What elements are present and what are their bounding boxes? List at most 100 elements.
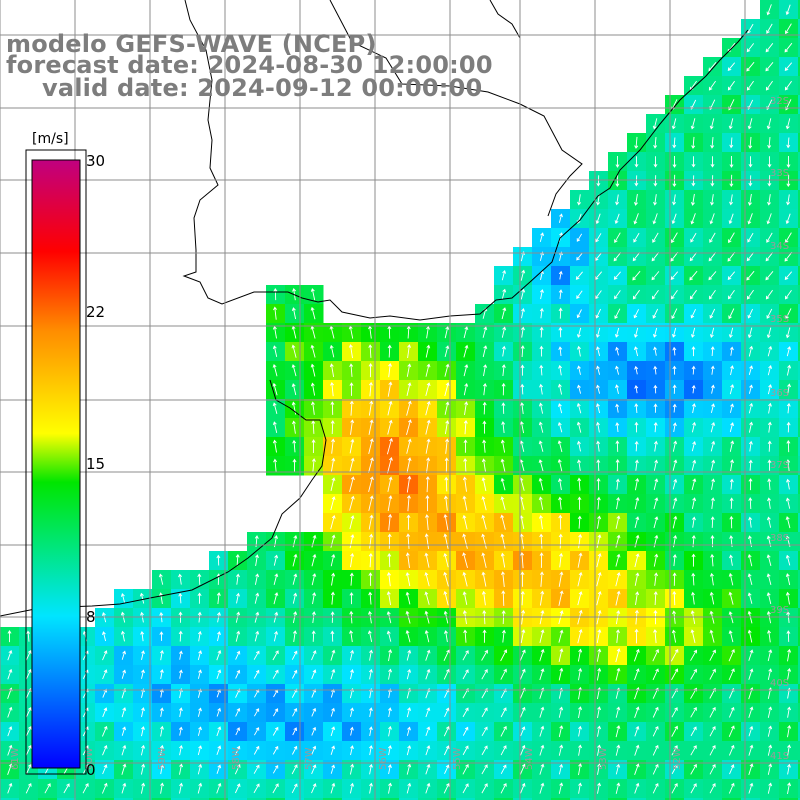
wind-speed-cell bbox=[19, 798, 39, 800]
wind-arrow bbox=[729, 497, 734, 509]
wind-arrow bbox=[254, 727, 260, 736]
wind-arrow bbox=[272, 745, 279, 755]
wind-arrow bbox=[654, 572, 659, 586]
wind-arrow bbox=[444, 476, 449, 492]
wind-arrow bbox=[501, 326, 507, 338]
wind-arrow bbox=[291, 344, 297, 358]
wind-arrow bbox=[500, 745, 507, 756]
wind-arrow bbox=[481, 764, 488, 775]
wind-arrow bbox=[330, 457, 336, 473]
wind-arrow bbox=[519, 649, 526, 661]
wind-arrow bbox=[595, 327, 601, 338]
wind-arrow bbox=[596, 384, 601, 394]
latitude-label: 36S bbox=[770, 388, 789, 399]
wind-arrow bbox=[197, 726, 202, 736]
wind-arrow bbox=[349, 782, 355, 794]
wind-arrow bbox=[558, 251, 563, 261]
wind-arrow bbox=[139, 592, 145, 604]
wind-arrow bbox=[443, 495, 448, 511]
wind-arrow bbox=[596, 440, 601, 452]
wind-arrow bbox=[728, 118, 734, 130]
wind-arrow bbox=[787, 782, 792, 794]
wind-arrow bbox=[671, 745, 678, 756]
wind-arrow bbox=[615, 553, 621, 567]
wind-arrow bbox=[330, 782, 336, 794]
wind-arrow bbox=[558, 289, 563, 299]
wind-arrow bbox=[767, 137, 772, 149]
wind-arrow bbox=[272, 382, 278, 396]
wind-speed-cell bbox=[228, 798, 248, 800]
wind-arrow bbox=[159, 669, 164, 680]
wind-arrow bbox=[330, 668, 336, 680]
wind-arrow bbox=[634, 668, 640, 681]
wind-arrow bbox=[767, 706, 773, 718]
wind-arrow bbox=[444, 707, 450, 717]
wind-arrow bbox=[481, 669, 488, 680]
wind-arrow bbox=[766, 516, 772, 528]
wind-arrow bbox=[784, 251, 793, 262]
wind-arrow bbox=[577, 552, 583, 568]
wind-arrow bbox=[520, 364, 525, 376]
wind-arrow bbox=[730, 365, 734, 376]
wind-arrow bbox=[690, 668, 697, 680]
wind-arrow bbox=[462, 495, 468, 511]
wind-arrow bbox=[730, 459, 735, 471]
wind-arrow bbox=[596, 477, 601, 491]
wind-speed-cell bbox=[589, 798, 609, 800]
wind-arrow bbox=[558, 307, 563, 319]
wind-speed-cell bbox=[798, 285, 800, 305]
wind-arrow bbox=[160, 782, 165, 794]
wind-arrow bbox=[653, 553, 659, 567]
wind-arrow bbox=[653, 478, 659, 491]
wind-arrow bbox=[539, 326, 544, 338]
wind-arrow bbox=[558, 514, 563, 530]
wind-arrow bbox=[425, 763, 431, 775]
wind-arrow bbox=[121, 763, 127, 775]
wind-arrow bbox=[672, 554, 677, 567]
wind-arrow bbox=[538, 477, 544, 491]
wind-arrow bbox=[424, 552, 430, 568]
wind-arrow bbox=[539, 383, 544, 395]
wind-arrow bbox=[500, 477, 506, 491]
wind-arrow bbox=[785, 516, 791, 529]
wind-arrow bbox=[558, 744, 564, 756]
wind-arrow bbox=[785, 23, 792, 35]
wind-arrow bbox=[595, 308, 602, 319]
wind-arrow bbox=[272, 325, 277, 339]
wind-arrow bbox=[443, 649, 450, 661]
wind-arrow bbox=[520, 551, 525, 569]
wind-arrow bbox=[632, 289, 640, 300]
wind-arrow bbox=[634, 136, 639, 149]
wind-arrow bbox=[443, 513, 449, 531]
wind-arrow bbox=[462, 745, 469, 756]
wind-speed-cell bbox=[798, 570, 800, 590]
wind-speed-cell bbox=[703, 798, 723, 800]
wind-arrow bbox=[482, 382, 487, 396]
wind-arrow bbox=[538, 459, 544, 472]
wind-arrow bbox=[140, 630, 145, 642]
grid-labels: 32S 33S 34S 35S 36S 37S 38S 39S 40S 41S 61W 60W 59W 5… bbox=[10, 96, 789, 770]
wind-arrow bbox=[387, 533, 392, 549]
wind-arrow bbox=[539, 533, 544, 549]
wind-speed-cell bbox=[798, 380, 800, 400]
wind-arrow bbox=[349, 763, 355, 775]
wind-arrow bbox=[633, 648, 640, 662]
wind-speed-cell bbox=[570, 798, 590, 800]
wind-arrow bbox=[597, 725, 602, 737]
wind-speed-cell bbox=[114, 798, 134, 800]
wind-arrow bbox=[786, 364, 792, 376]
wind-arrow bbox=[615, 648, 621, 663]
wind-arrow bbox=[406, 514, 411, 530]
wind-arrow bbox=[615, 763, 621, 775]
wind-arrow bbox=[653, 440, 658, 452]
wind-speed-cell bbox=[380, 798, 400, 800]
wind-arrow bbox=[311, 458, 316, 473]
wind-speed-cell bbox=[551, 798, 571, 800]
wind-arrow bbox=[141, 726, 145, 737]
wind-arrow bbox=[728, 232, 735, 244]
wind-arrow bbox=[652, 118, 658, 130]
wind-arrow bbox=[463, 439, 468, 453]
wind-arrow bbox=[273, 573, 279, 586]
wind-arrow bbox=[765, 252, 774, 262]
wind-arrow bbox=[672, 346, 677, 356]
